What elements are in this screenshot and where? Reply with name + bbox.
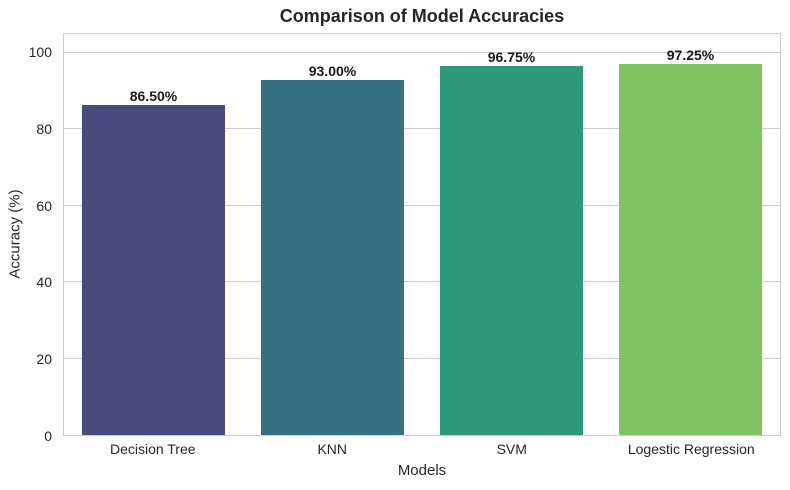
gridline — [64, 281, 780, 283]
y-tick-labels: 0 20 40 60 80 100 — [0, 33, 58, 444]
bar-svm — [439, 65, 584, 435]
plot-area: 86.50% 93.00% 96.75% 97.25% — [63, 33, 781, 436]
x-tick-label: SVM — [496, 441, 527, 457]
chart-title: Comparison of Model Accuracies — [279, 6, 565, 26]
x-tick-label: Decision Tree — [109, 441, 196, 457]
bar-value-label: 97.25% — [666, 46, 715, 63]
gridline — [64, 52, 780, 54]
x-tick-labels: Decision Tree KNN SVM Logestic Regression — [63, 441, 781, 458]
bar-value-label: 96.75% — [487, 48, 536, 65]
y-tick-label: 80 — [36, 120, 52, 137]
bar-logestic-regression — [618, 63, 763, 435]
y-tick-label: 100 — [28, 44, 52, 61]
y-tick-label: 0 — [44, 428, 52, 444]
bar-value-label: 93.00% — [308, 62, 357, 79]
gridline — [64, 357, 780, 359]
y-tick-label: 40 — [36, 274, 52, 291]
gridline — [64, 204, 780, 206]
bar-decision-tree — [81, 104, 226, 435]
bar-value-label: 86.50% — [129, 87, 178, 104]
gridline — [64, 128, 780, 130]
bar-knn — [260, 79, 405, 435]
y-tick-label: 60 — [36, 197, 52, 214]
x-axis-label: Models — [397, 462, 447, 479]
x-tick-label: KNN — [317, 441, 348, 457]
x-tick-label: Logestic Regression — [627, 441, 755, 457]
y-tick-label: 20 — [36, 351, 52, 368]
